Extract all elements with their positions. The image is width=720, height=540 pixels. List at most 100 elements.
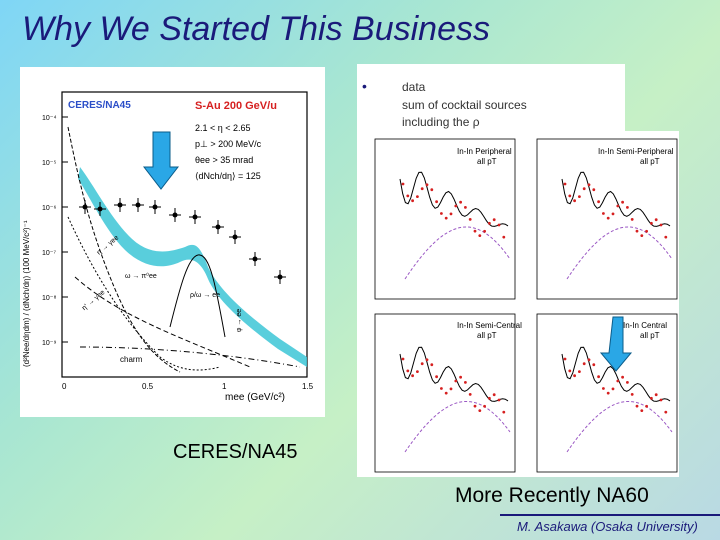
na60-data-point xyxy=(464,381,467,384)
ceres-plot-svg: 10⁻⁴ 10⁻⁵ 10⁻⁶ 10⁻⁷ 10⁻⁸ 10⁻⁹ 0 0.5 1 1.5 xyxy=(42,91,314,391)
na60-data-point xyxy=(597,375,600,379)
na60-data-point xyxy=(654,218,658,222)
na60-data-point xyxy=(602,212,605,215)
na60-data-point xyxy=(578,195,581,198)
ceres-ytick-label: 10⁻⁹ xyxy=(42,340,56,347)
na60-data-point xyxy=(416,370,419,373)
na60-data-point xyxy=(449,387,453,391)
na60-data-point xyxy=(621,200,624,204)
na60-data-point xyxy=(425,183,429,187)
na60-data-point xyxy=(459,375,462,379)
ceres-ytick-label: 10⁻⁵ xyxy=(42,160,56,167)
na60-subplot-frame xyxy=(536,313,678,473)
na60-subplot-frame xyxy=(374,313,516,473)
na60-data-point xyxy=(573,199,576,203)
na60-data-point xyxy=(640,234,644,237)
legend-box: • data sum of cocktail sources including… xyxy=(357,64,625,140)
ceres-xtick-label: 0 xyxy=(62,382,67,391)
na60-data-point xyxy=(401,182,405,186)
na60-data-point xyxy=(616,204,620,208)
ceres-ytick-label: 10⁻⁴ xyxy=(42,115,57,122)
ceres-cut-1: 2.1 < η < 2.65 xyxy=(195,123,251,133)
na60-rho-curve xyxy=(566,226,673,280)
na60-data-point xyxy=(473,404,477,408)
na60-data-point xyxy=(468,393,472,396)
na60-rho-curve xyxy=(404,226,511,280)
na60-data-point xyxy=(654,393,658,397)
na60-subplot-frame xyxy=(536,138,678,300)
na60-cocktail-curve xyxy=(399,346,509,402)
na60-cocktail-curve xyxy=(399,171,509,227)
na60-data-point xyxy=(406,194,410,198)
na60-data-point xyxy=(630,393,634,396)
na60-data-point xyxy=(416,195,419,198)
ceres-ytick-label: 10⁻⁶ xyxy=(42,205,56,212)
na60-data-point xyxy=(645,229,648,233)
slide-title: Why We Started This Business xyxy=(22,10,490,48)
na60-data-point xyxy=(459,200,462,204)
na60-data-point xyxy=(640,409,644,412)
na60-data-point xyxy=(602,387,605,390)
na60-data-point xyxy=(492,218,496,222)
na60-plots-svg xyxy=(374,138,678,473)
na60-data-point xyxy=(473,229,477,233)
na60-data-point xyxy=(464,206,467,209)
na60-data-point xyxy=(430,363,434,367)
ceres-plot-figure: 10⁻⁴ 10⁻⁵ 10⁻⁶ 10⁻⁷ 10⁻⁸ 10⁻⁹ 0 0.5 1 1.5 CERES/… xyxy=(20,67,325,417)
bullet-cocktail: sum of cocktail sources xyxy=(402,98,527,112)
ceres-annot-rho: ρ/ω → ee xyxy=(190,292,221,299)
na60-panel-sub-3: all pT xyxy=(477,331,497,340)
na60-data-point xyxy=(587,183,591,187)
ceres-xtick-label: 0.5 xyxy=(142,382,154,391)
na60-data-point xyxy=(488,396,491,400)
na60-data-point xyxy=(635,404,639,408)
na60-data-point xyxy=(563,357,567,361)
na60-data-point xyxy=(502,235,506,239)
na60-panel-label-3: In-In Semi-Central xyxy=(457,321,522,330)
na60-data-point xyxy=(616,379,620,383)
na60-data-point xyxy=(578,370,581,373)
na60-data-point xyxy=(635,229,639,233)
na60-data-point xyxy=(587,358,591,362)
na60-data-point xyxy=(611,212,615,216)
na60-cocktail-curve xyxy=(561,171,671,227)
na60-data-point xyxy=(492,393,496,397)
na60-panel-sub-1: all pT xyxy=(477,157,497,166)
ceres-ylabel: (d²Nee/dηdm) / (dNch/dη) (100 MeV/c²)⁻¹ xyxy=(22,220,31,368)
na60-data-point xyxy=(435,375,438,379)
na60-data-point xyxy=(425,358,429,362)
na60-rho-curve xyxy=(404,401,511,453)
ceres-xlabel: mee (GeV/c²) xyxy=(225,392,286,403)
na60-data-point xyxy=(630,218,634,221)
na60-data-point xyxy=(568,194,572,198)
ceres-xtick-label: 1.5 xyxy=(302,382,314,391)
na60-data-point xyxy=(659,398,663,402)
na60-data-point xyxy=(606,216,610,220)
na60-data-point xyxy=(497,223,501,227)
na60-data-point xyxy=(650,221,653,225)
na60-cocktail-curve xyxy=(561,346,671,402)
na60-data-point xyxy=(478,234,482,237)
na60-rho-curve xyxy=(566,401,673,453)
na60-data-point xyxy=(440,387,443,390)
ceres-caption: CERES/NA45 xyxy=(173,441,298,463)
na60-data-point xyxy=(411,374,414,378)
ceres-xtick-label: 1 xyxy=(222,382,227,391)
ceres-ytick-label: 10⁻⁸ xyxy=(42,295,56,302)
na60-data-point xyxy=(420,362,424,366)
na60-data-point xyxy=(650,396,653,400)
bullet-dot: • xyxy=(362,78,367,94)
na60-data-point xyxy=(597,200,600,204)
ceres-cut-4: ⟨dNch/dη⟩ = 125 xyxy=(195,171,261,181)
na60-panel-label-2: In-In Semi-Peripheral xyxy=(598,147,674,156)
na60-data-point xyxy=(573,374,576,378)
na60-data-point xyxy=(440,212,443,215)
na60-data-point xyxy=(568,369,572,373)
na60-panel-sub-2: all pT xyxy=(640,157,660,166)
na60-data-point xyxy=(659,223,663,227)
na60-data-point xyxy=(483,229,486,233)
na60-data-point xyxy=(420,187,424,191)
na60-data-point xyxy=(478,409,482,412)
na60-data-point xyxy=(411,199,414,203)
na60-data-point xyxy=(621,375,624,379)
